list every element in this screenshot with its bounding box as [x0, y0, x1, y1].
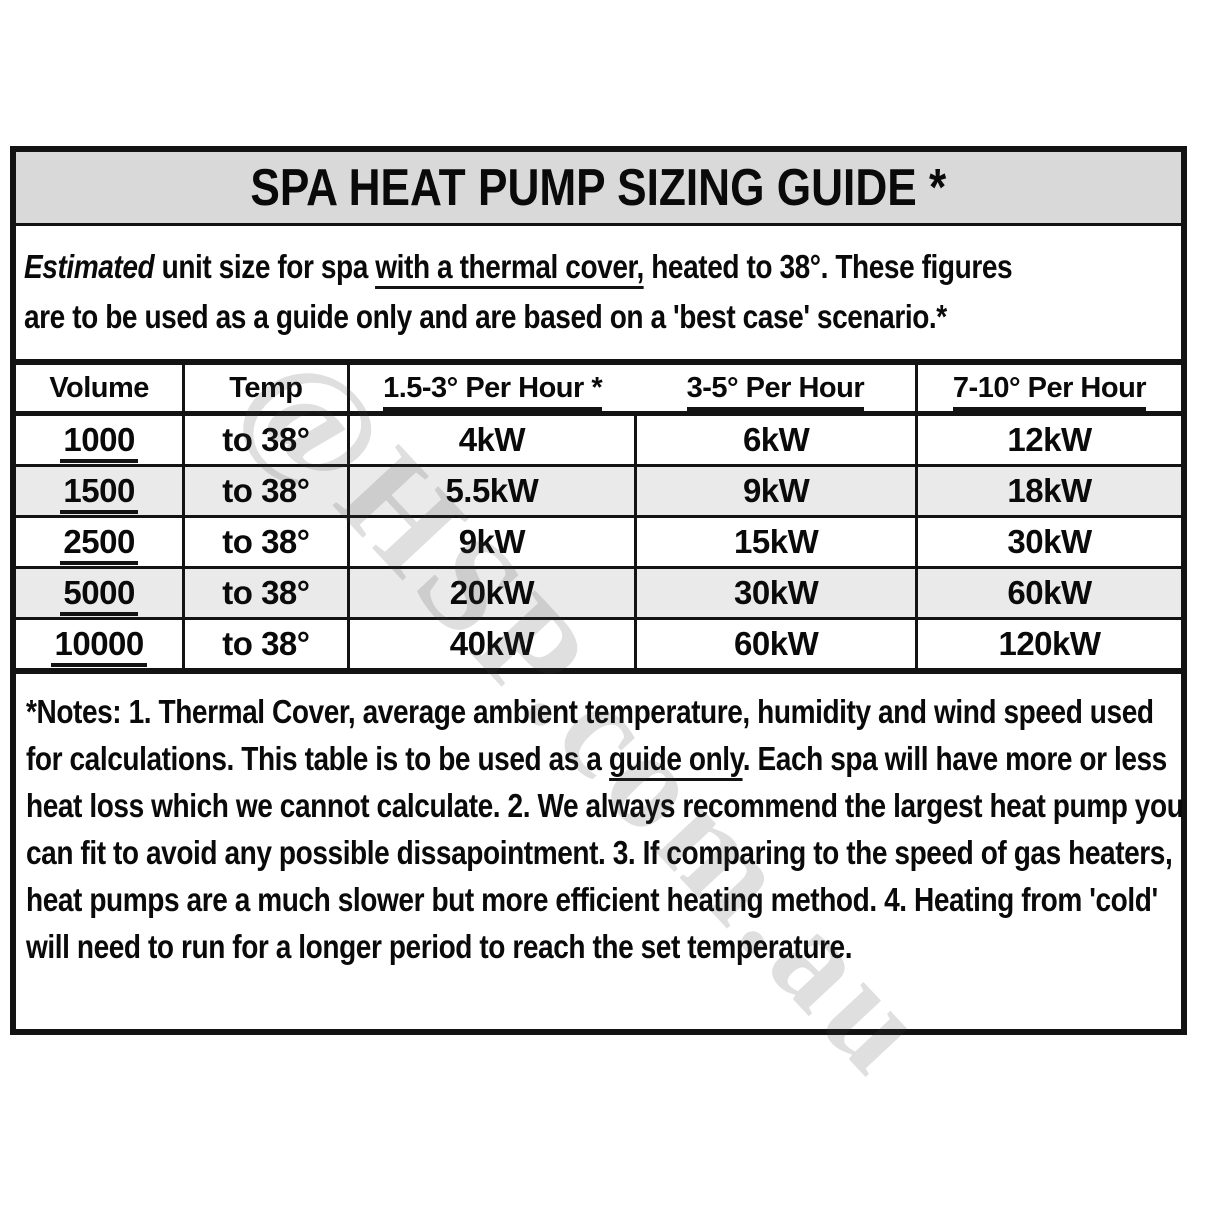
notes-section: *Notes: 1. Thermal Cover, average ambien… — [16, 674, 1184, 970]
table-row: 10000 to 38° 40kW 60kW 120kW — [16, 617, 1181, 673]
table-header-row: Volume Temp 1.5-3° Per Hour * 3-5° Per H… — [16, 360, 1181, 416]
rate1-cell: 9kW — [346, 515, 638, 569]
notes-paragraph: *Notes: 1. Thermal Cover, average ambien… — [26, 688, 1191, 970]
title-banner: SPA HEAT PUMP SIZING GUIDE * — [16, 152, 1181, 226]
temp-cell: to 38° — [182, 412, 350, 467]
intro-line-1: Estimated unit size for spa with a therm… — [24, 242, 1013, 292]
estimated-word: Estimated — [24, 248, 155, 285]
table-row: 2500 to 38° 9kW 15kW 30kW — [16, 515, 1181, 569]
notes-label: *Notes: — [26, 693, 122, 730]
column-header-temp: Temp — [182, 360, 350, 416]
rate2-cell: 15kW — [634, 515, 918, 569]
temp-cell: to 38° — [182, 617, 350, 673]
column-header-volume: Volume — [16, 360, 186, 416]
temp-cell: to 38° — [182, 515, 350, 569]
rate1-cell: 40kW — [346, 617, 638, 673]
volume-cell: 2500 — [16, 515, 186, 569]
intro-paragraph: Estimated unit size for spa with a therm… — [16, 226, 1181, 342]
volume-cell: 1000 — [16, 412, 186, 467]
rate1-cell: 5.5kW — [346, 464, 638, 518]
rate3-cell: 30kW — [915, 515, 1181, 569]
rate3-cell: 12kW — [915, 412, 1181, 467]
volume-cell: 5000 — [16, 566, 186, 620]
thermal-cover-underlined-text: with a thermal cover, — [375, 248, 644, 289]
rate2-cell: 60kW — [634, 617, 918, 673]
volume-cell: 10000 — [16, 617, 186, 673]
table-row: 1500 to 38° 5.5kW 9kW 18kW — [16, 464, 1181, 518]
temp-cell: to 38° — [182, 464, 350, 518]
page-title: SPA HEAT PUMP SIZING GUIDE * — [250, 158, 947, 217]
rate2-cell: 30kW — [634, 566, 918, 620]
rate3-cell: 18kW — [915, 464, 1181, 518]
intro-line-2: are to be used as a guide only and are b… — [24, 298, 947, 335]
intro-mid-text: unit size for spa — [154, 248, 376, 285]
rate3-cell: 120kW — [915, 617, 1181, 673]
table-row: 1000 to 38° 4kW 6kW 12kW — [16, 412, 1181, 467]
column-header-rate1: 1.5-3° Per Hour * — [346, 360, 636, 416]
temp-cell: to 38° — [182, 566, 350, 620]
document-frame: SPA HEAT PUMP SIZING GUIDE * Estimated u… — [10, 146, 1187, 1035]
rate2-cell: 9kW — [634, 464, 918, 518]
notes-text-1: 1. Thermal Cover, average ambient temper… — [26, 693, 1154, 777]
intro-rest-text: heated to 38°. These figures — [643, 248, 1013, 285]
column-header-rate3: 7-10° Per Hour — [915, 360, 1181, 416]
rate1-cell: 20kW — [346, 566, 638, 620]
rate2-cell: 6kW — [634, 412, 918, 467]
guide-only-underlined-text: guide only — [608, 740, 743, 781]
table-row: 5000 to 38° 20kW 30kW 60kW — [16, 566, 1181, 620]
sizing-table: Volume Temp 1.5-3° Per Hour * 3-5° Per H… — [16, 359, 1181, 674]
notes-text-2: . Each spa will have more or less heat l… — [26, 740, 1184, 965]
volume-cell: 1500 — [16, 464, 186, 518]
column-header-rate2: 3-5° Per Hour — [635, 360, 918, 416]
rate3-cell: 60kW — [915, 566, 1181, 620]
rate1-cell: 4kW — [346, 412, 638, 467]
